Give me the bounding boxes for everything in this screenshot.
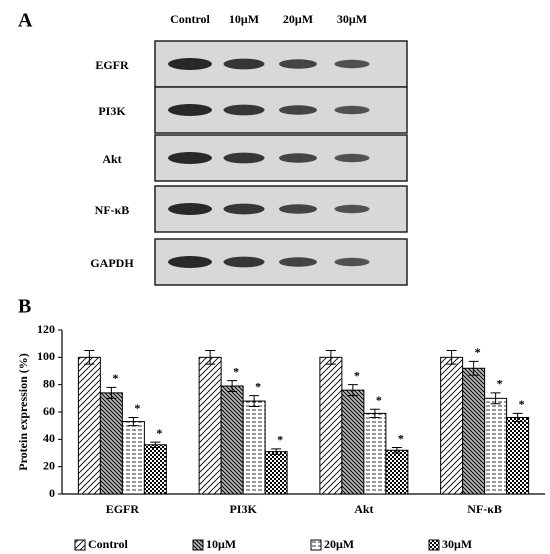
blot-band [168,256,212,268]
bar [143,444,167,495]
legend-label: 30μM [442,537,472,551]
y-tick-label: 0 [49,486,55,500]
y-tick-label: 120 [37,322,55,336]
significance-marker: * [255,379,261,393]
blot-band [279,59,317,69]
blot-band [223,152,265,164]
bar [363,412,387,495]
panel-label: A [18,10,33,32]
blot-band [168,203,212,215]
row-label: NF-κB [95,203,130,217]
blot-band [223,256,265,268]
significance-marker: * [277,433,283,447]
error-bar [490,392,501,405]
legend-label: 20μM [324,537,354,551]
bar [242,400,266,495]
blot-band [334,153,370,163]
bar [385,449,409,495]
x-tick-label: NF-κB [467,502,502,516]
x-tick-label: EGFR [106,502,140,516]
error-bar [512,412,523,423]
lane-label: 20μM [283,12,313,26]
bar [506,416,530,495]
significance-marker: * [497,377,503,391]
error-bar [205,350,216,365]
legend-label: 10μM [206,537,236,551]
error-bar [369,408,380,418]
legend-swatch [74,539,86,551]
blot-band [334,59,370,69]
bar [462,367,486,495]
blot-band [334,204,370,214]
y-axis-label: Protein expression (%) [16,353,30,471]
bar [77,356,101,495]
row-label: PI3K [98,104,126,118]
bar [198,356,222,495]
error-bar [84,350,95,365]
error-bar [325,350,336,365]
x-tick-label: Akt [354,502,373,516]
bar [220,385,244,495]
error-bar [227,380,238,392]
bar [440,356,464,495]
lane-label: Control [170,12,210,26]
bar [99,392,123,495]
x-tick-label: PI3K [229,502,257,516]
row-label: EGFR [95,58,129,72]
blot-band [279,257,317,267]
blot-band [334,257,370,267]
blot-band [223,58,265,70]
y-tick-label: 80 [43,376,55,390]
error-bar [468,360,479,376]
error-bar [347,384,358,397]
significance-marker: * [112,371,118,385]
row-label: Akt [102,152,121,166]
blot-band [168,58,212,70]
panel-label: B [18,296,31,318]
bar [319,356,343,495]
blot-band [223,104,265,116]
blot-band [279,105,317,115]
error-bar [128,416,139,427]
significance-marker: * [376,393,382,407]
error-bar [271,448,282,455]
blot-band [168,152,212,164]
blot-band [279,204,317,214]
y-tick-label: 40 [43,431,55,445]
y-tick-label: 20 [43,458,55,472]
significance-marker: * [475,345,481,359]
legend-swatch [192,539,204,551]
y-tick-label: 60 [43,404,55,418]
blot-band [168,104,212,116]
significance-marker: * [156,426,162,440]
row-label: GAPDH [90,256,134,270]
error-bar [249,395,260,408]
significance-marker: * [134,401,140,415]
lane-label: 10μM [229,12,259,26]
blot-band [279,153,317,163]
significance-marker: * [233,364,239,378]
error-bar [106,386,117,399]
significance-marker: * [398,431,404,445]
error-bar [150,441,161,449]
legend-swatch [428,539,440,551]
legend-label: Control [88,537,128,551]
y-tick-label: 100 [37,349,55,363]
bar [264,451,288,495]
blot-band [223,203,265,215]
error-bar [446,350,457,365]
significance-marker: * [354,368,360,382]
bar [121,421,145,495]
bar [484,397,508,495]
bar [341,389,365,495]
blot-band [334,105,370,115]
legend-swatch [310,539,322,551]
significance-marker: * [519,397,525,411]
error-bar [391,447,402,454]
lane-label: 30μM [337,12,367,26]
